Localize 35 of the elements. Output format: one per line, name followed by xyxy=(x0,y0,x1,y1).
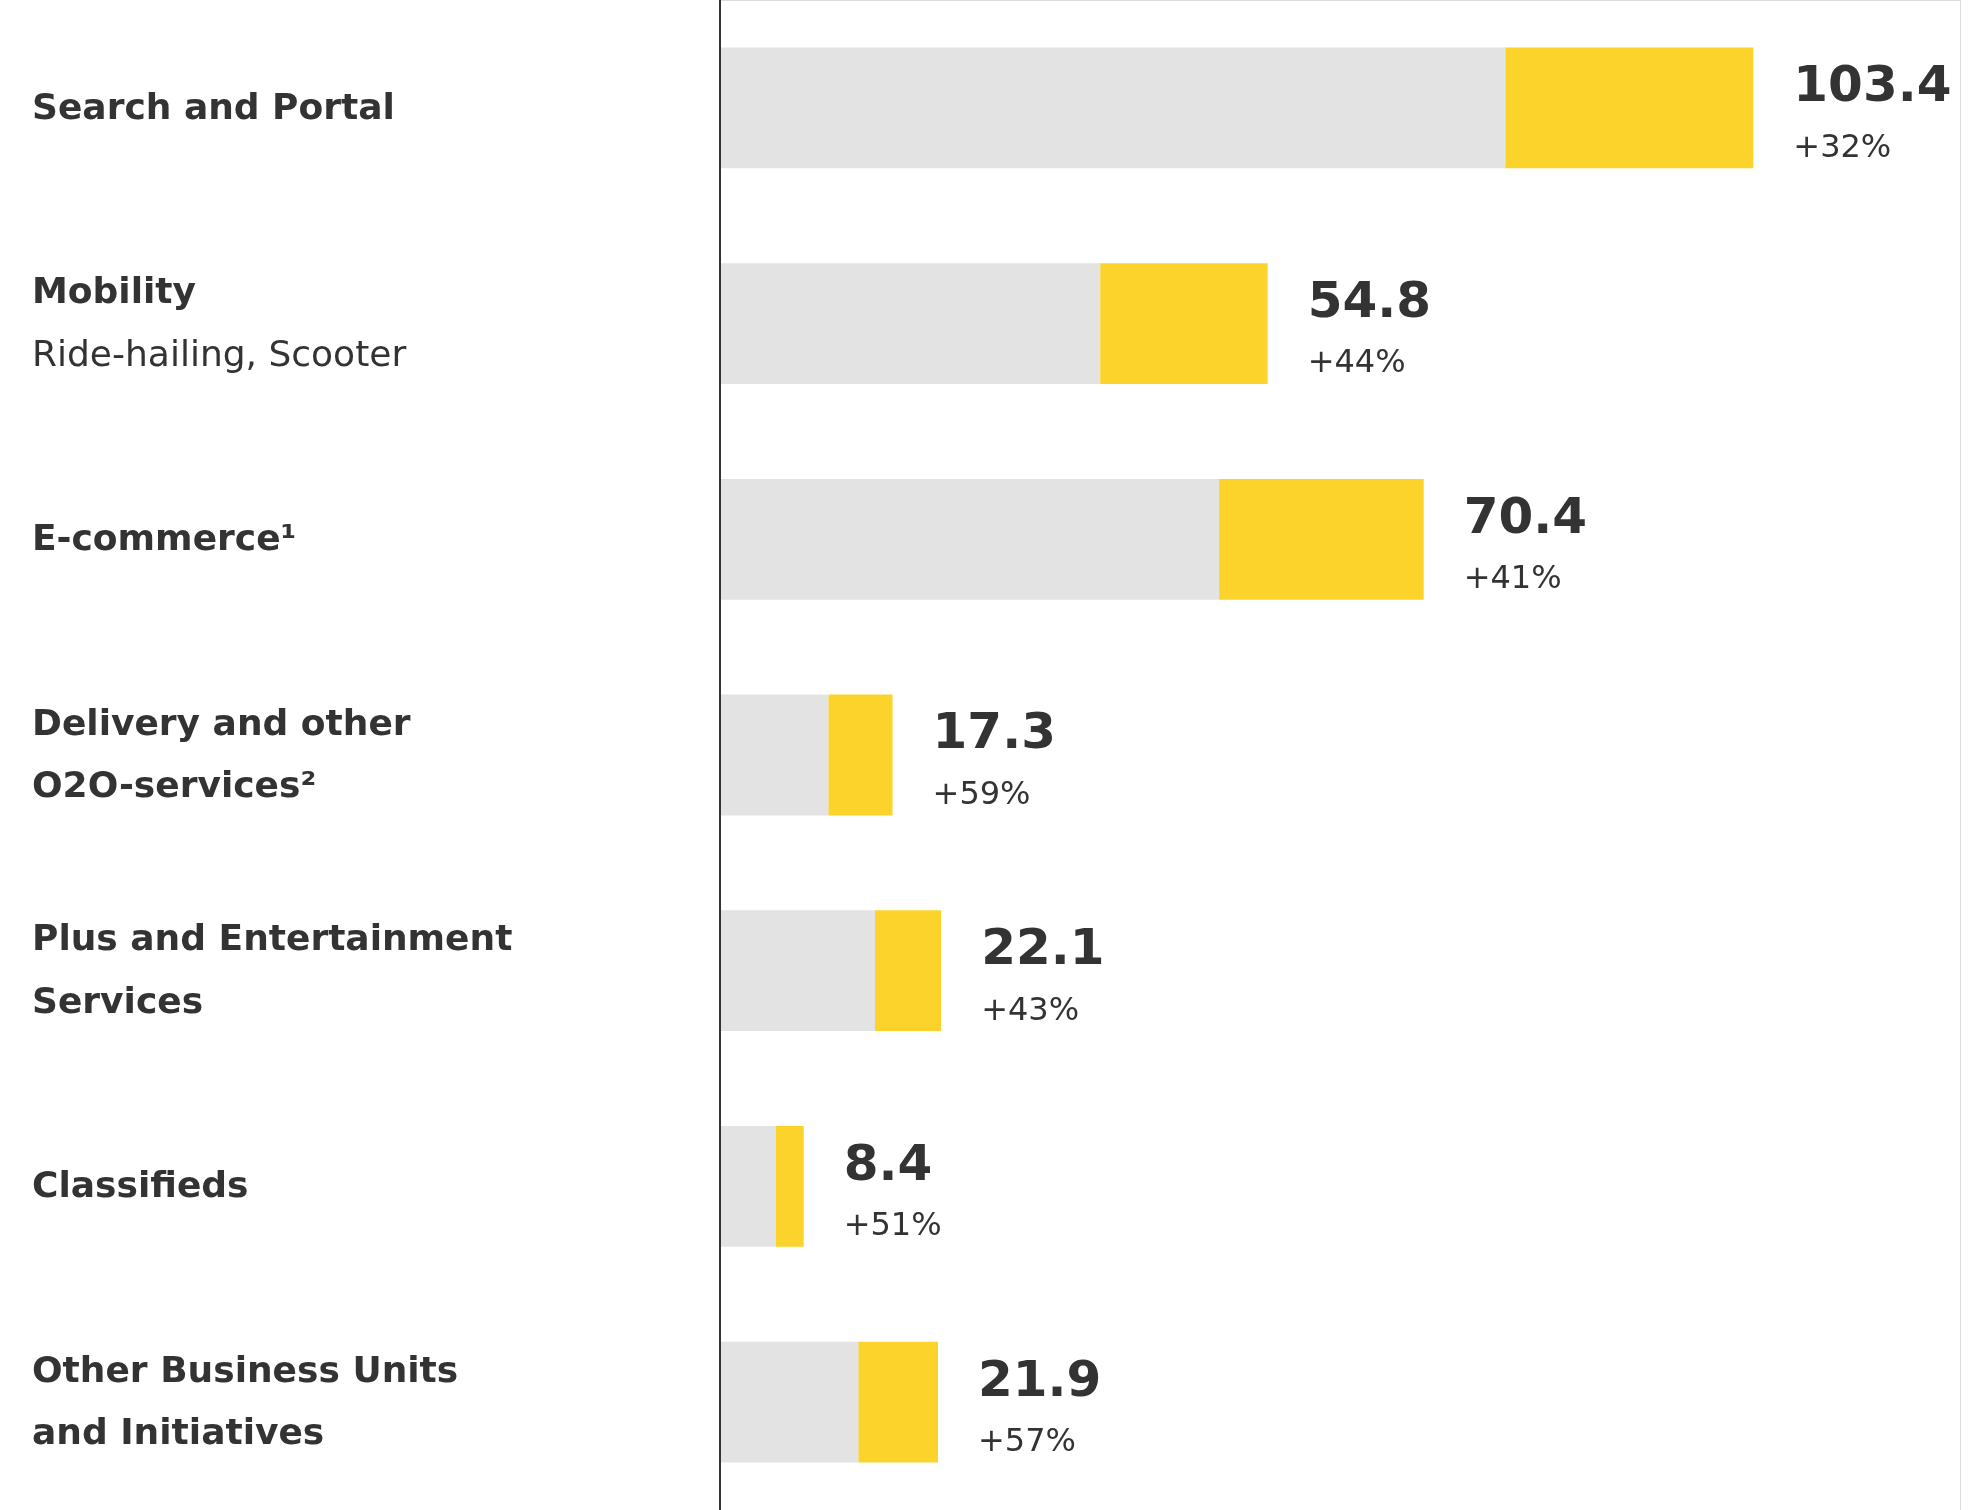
y-tick-label: Plus and Entertainment Services xyxy=(32,917,513,1021)
annotation: +59% xyxy=(932,773,1031,812)
bar xyxy=(1219,478,1424,600)
y-tick-label: Classifieds xyxy=(32,1164,249,1206)
bar xyxy=(1505,47,1754,169)
y-tick-label: E-commerce¹ xyxy=(32,517,297,559)
bar xyxy=(720,694,829,816)
annotation: +41% xyxy=(1463,558,1562,597)
annotation: +44% xyxy=(1307,342,1406,381)
bar xyxy=(1100,263,1268,384)
y-tick-label: Other Business Units and Initiatives xyxy=(32,1348,459,1453)
bar xyxy=(720,478,1220,600)
annotation: 54.8 xyxy=(1307,271,1432,329)
text: +32% xyxy=(1793,126,1892,165)
bar xyxy=(720,910,875,1032)
annotation: 17.3 xyxy=(932,702,1056,761)
y-tick-label: Search and Portal xyxy=(32,85,395,127)
bar xyxy=(720,1341,859,1463)
y-tick-label: Delivery and other O2O-services² xyxy=(32,701,411,806)
annotation: +57% xyxy=(978,1420,1076,1459)
bar xyxy=(720,263,1101,384)
annotation: +43% xyxy=(981,989,1080,1028)
bar xyxy=(720,47,1506,169)
category-label: Mobility Ride-hailing, Scooter xyxy=(32,270,407,374)
annotation: 70.4 xyxy=(1463,486,1588,545)
bar xyxy=(858,1341,939,1463)
bar xyxy=(720,1126,776,1247)
bar xyxy=(775,1126,804,1247)
annotation: 21.9 xyxy=(978,1349,1102,1408)
bar xyxy=(875,910,942,1032)
annotation: 8.4 xyxy=(843,1133,933,1192)
annotation: 22.1 xyxy=(981,918,1105,977)
annotation: +51% xyxy=(843,1205,942,1244)
bar xyxy=(828,694,893,816)
text: 103.4 xyxy=(1793,55,1952,114)
